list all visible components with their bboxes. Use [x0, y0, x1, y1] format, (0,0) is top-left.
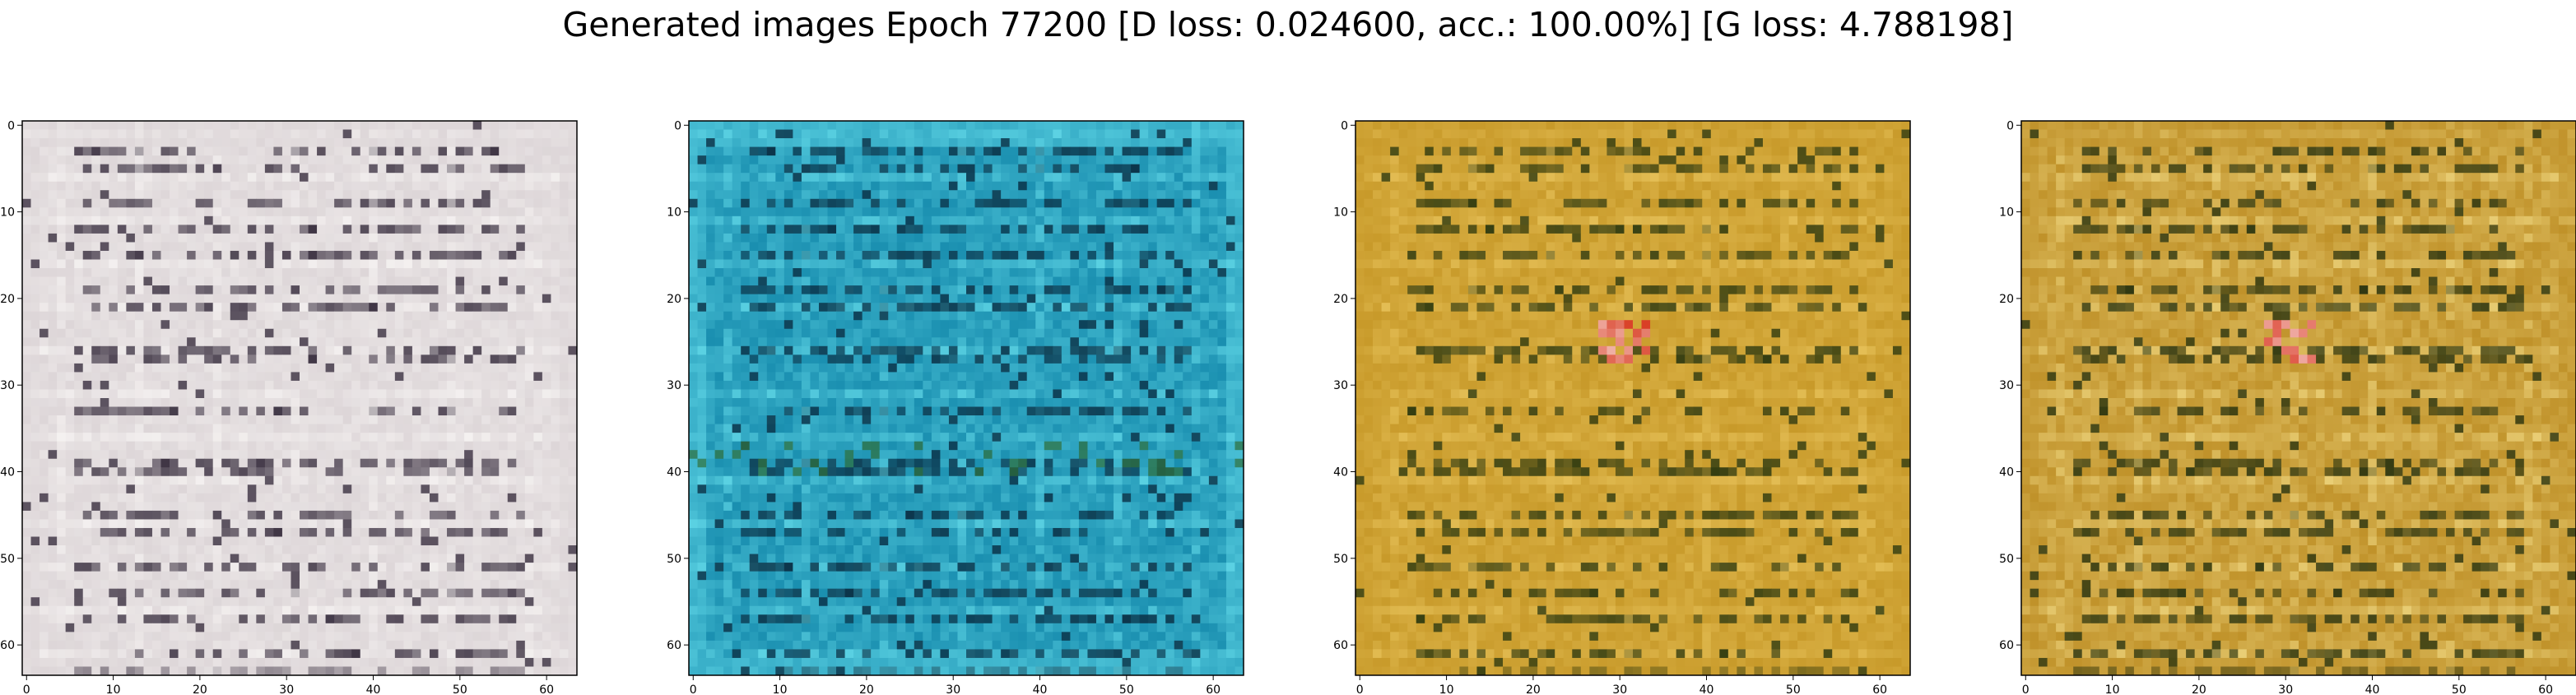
axes-frame	[22, 121, 577, 675]
x-tick-label: 20	[193, 683, 207, 695]
x-tick-label: 50	[2452, 683, 2467, 695]
x-tick-label: 30	[279, 683, 294, 695]
y-tick-label: 20	[1999, 293, 2014, 306]
x-tick-label: 10	[1439, 683, 1454, 695]
y-tick-label: 20	[1333, 293, 1348, 306]
x-tick-label: 60	[539, 683, 554, 695]
y-tick-label: 30	[1333, 379, 1348, 392]
axes-frame	[689, 121, 1244, 675]
y-tick-label: 30	[667, 379, 681, 392]
y-tick-label: 0	[2006, 119, 2014, 132]
x-tick-label: 60	[1872, 683, 1887, 695]
y-tick-label: 0	[1341, 119, 1348, 132]
axes-frame	[1355, 121, 1910, 675]
y-tick-label: 50	[0, 553, 15, 566]
axes-frame	[2021, 121, 2576, 675]
x-tick-label: 60	[1206, 683, 1221, 695]
generated-image	[2021, 121, 2576, 675]
y-tick-label: 40	[1333, 466, 1348, 480]
y-tick-label: 10	[1333, 206, 1348, 220]
figure-title: Generated images Epoch 77200 [D loss: 0.…	[0, 5, 2576, 44]
x-tick-label: 10	[2105, 683, 2120, 695]
y-tick-label: 60	[1999, 639, 2014, 652]
x-tick-label: 40	[1033, 683, 1048, 695]
y-tick-label: 10	[667, 206, 681, 220]
y-tick-label: 60	[667, 639, 681, 652]
x-tick-label: 0	[690, 683, 697, 695]
x-tick-label: 20	[859, 683, 874, 695]
y-tick-label: 40	[1999, 466, 2014, 480]
y-tick-label: 60	[0, 639, 15, 652]
x-tick-label: 20	[2192, 683, 2206, 695]
x-tick-label: 30	[946, 683, 960, 695]
y-tick-label: 30	[1999, 379, 2014, 392]
y-tick-label: 50	[1333, 553, 1348, 566]
x-tick-label: 40	[1700, 683, 1714, 695]
y-tick-label: 50	[667, 553, 681, 566]
y-tick-label: 20	[0, 293, 15, 306]
generated-image	[689, 121, 1244, 675]
y-tick-label: 20	[667, 293, 681, 306]
x-tick-label: 10	[106, 683, 121, 695]
y-tick-label: 10	[0, 206, 15, 220]
x-tick-label: 30	[2278, 683, 2293, 695]
generated-image	[1355, 121, 1910, 675]
x-tick-label: 50	[1786, 683, 1801, 695]
x-tick-label: 50	[1119, 683, 1134, 695]
y-tick-label: 10	[1999, 206, 2014, 220]
x-tick-label: 40	[2365, 683, 2380, 695]
y-tick-label: 50	[1999, 553, 2014, 566]
y-tick-label: 0	[674, 119, 681, 132]
y-tick-label: 40	[0, 466, 15, 480]
x-tick-label: 50	[453, 683, 467, 695]
x-tick-label: 0	[1356, 683, 1364, 695]
x-tick-label: 10	[773, 683, 788, 695]
x-tick-label: 20	[1526, 683, 1541, 695]
y-tick-label: 60	[1333, 639, 1348, 652]
x-tick-label: 0	[23, 683, 30, 695]
x-tick-label: 40	[366, 683, 381, 695]
x-tick-label: 60	[2538, 683, 2553, 695]
y-tick-label: 40	[667, 466, 681, 480]
generated-image	[22, 121, 577, 675]
y-tick-label: 30	[0, 379, 15, 392]
x-tick-label: 0	[2022, 683, 2030, 695]
y-tick-label: 0	[7, 119, 15, 132]
x-tick-label: 30	[1612, 683, 1627, 695]
